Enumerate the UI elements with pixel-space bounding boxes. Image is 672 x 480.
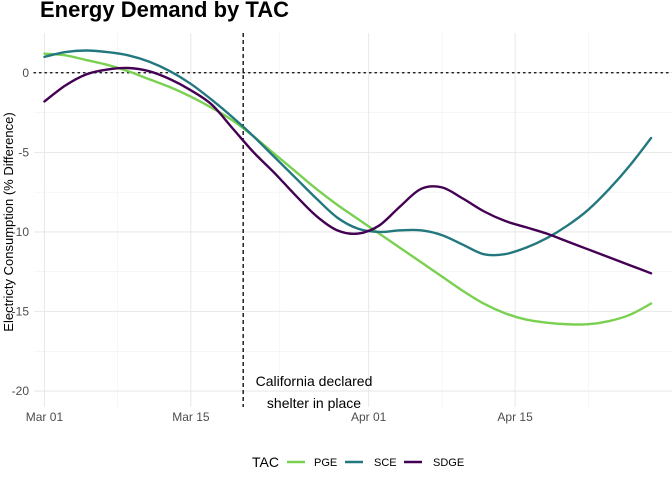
- x-tick-label: Mar 15: [172, 410, 210, 424]
- y-tick-label: -10: [12, 225, 30, 239]
- series-line-pge: [43, 52, 653, 326]
- reference-lines: [33, 33, 672, 407]
- y-axis-ticks: 0 -5 -10 -15 -20: [12, 66, 30, 398]
- y-tick-label: 0: [22, 66, 29, 80]
- y-tick-label: -5: [18, 145, 29, 159]
- legend: TAC PGE SCE SDGE: [252, 454, 464, 470]
- legend-label-sce: SCE: [374, 457, 397, 469]
- y-axis-label: Electricty Consumption (% Difference): [1, 112, 16, 331]
- series-lines: [43, 49, 653, 326]
- y-tick-label: -15: [12, 305, 30, 319]
- x-tick-label: Apr 15: [497, 410, 533, 424]
- legend-label-pge: PGE: [314, 457, 337, 469]
- y-tick-label: -20: [12, 384, 30, 398]
- series-line-sdge: [43, 66, 653, 275]
- x-tick-label: Mar 01: [26, 410, 64, 424]
- series-line-sce: [43, 49, 653, 257]
- annotation-line-1: California declared: [256, 373, 373, 389]
- x-axis-ticks: Mar 01 Mar 15 Apr 01 Apr 15: [26, 410, 533, 424]
- legend-title: TAC: [252, 454, 279, 470]
- chart-title: Energy Demand by TAC: [40, 0, 289, 22]
- x-tick-label: Apr 01: [351, 410, 387, 424]
- legend-label-sdge: SDGE: [433, 457, 464, 469]
- annotation-line-2: shelter in place: [267, 395, 361, 411]
